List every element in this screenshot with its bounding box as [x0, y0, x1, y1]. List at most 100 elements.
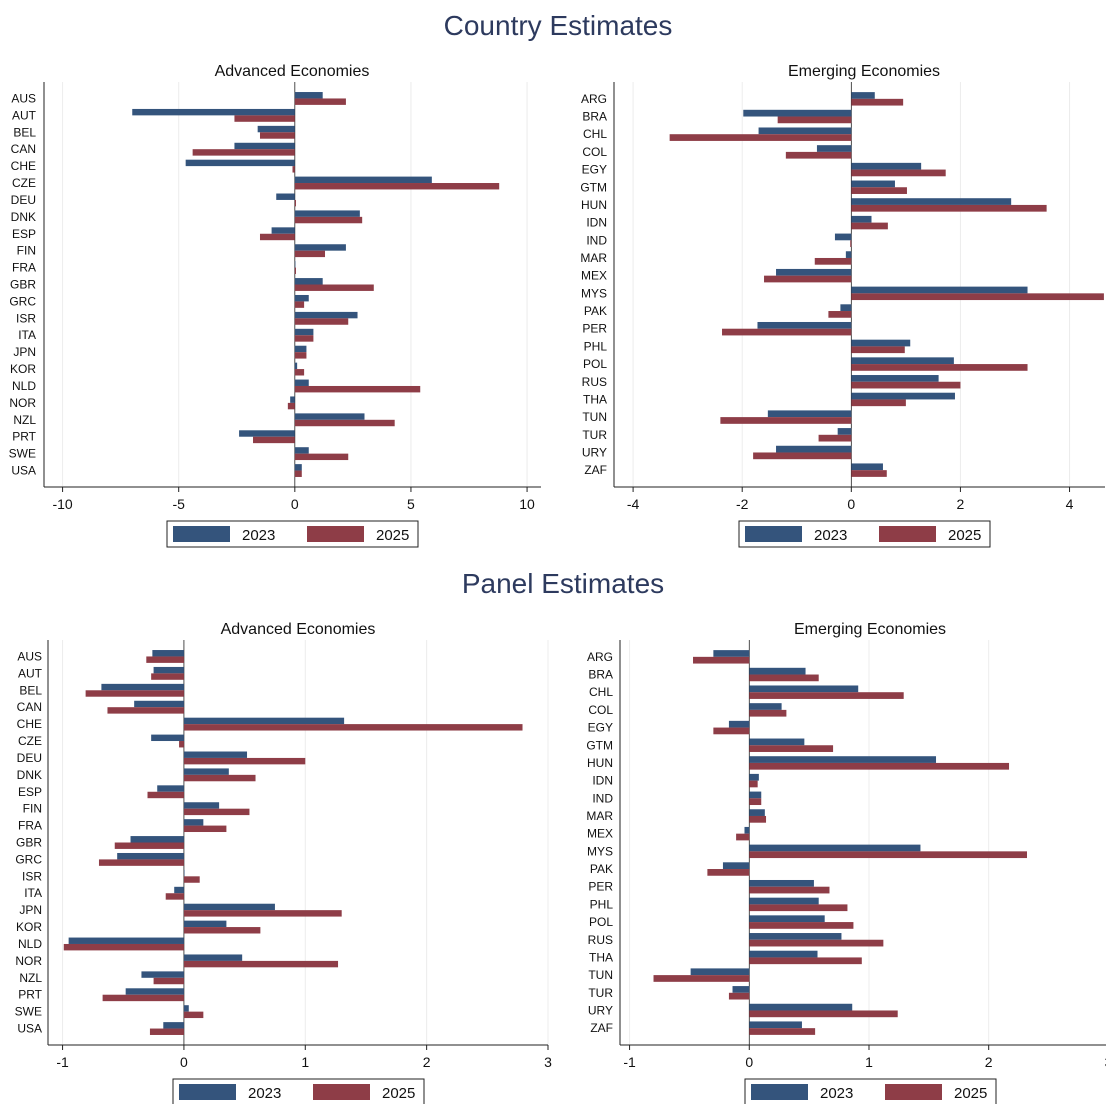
x-tick-label: 3: [544, 1054, 552, 1070]
bar-2023-bel: [101, 683, 184, 691]
legend-label-2023: 2023: [814, 527, 847, 544]
bar-2023-mex: [744, 826, 750, 834]
category-label: NLD: [12, 379, 36, 393]
bar-2023-mar: [749, 809, 765, 816]
category-label: MAR: [580, 251, 607, 265]
category-label: TUR: [588, 986, 613, 1000]
bar-2023-aut: [153, 666, 184, 674]
category-label: POL: [583, 357, 607, 371]
bar-2023-egy: [851, 162, 922, 170]
category-label: ZAF: [584, 463, 607, 477]
bar-2025-prt: [102, 994, 184, 1002]
category-label: MEX: [587, 827, 613, 841]
bar-2025-gbr: [114, 842, 184, 849]
chart-title: Advanced Economies: [215, 63, 370, 80]
x-tick-label: -1: [623, 1054, 636, 1070]
bar-2023-swe: [183, 1005, 189, 1012]
legend: 2023 2025: [744, 1078, 997, 1104]
bar-2023-ita: [294, 328, 314, 336]
bar-2023-fra: [183, 819, 204, 826]
bar-2023-ury: [776, 445, 852, 453]
category-label: PER: [582, 322, 607, 336]
bar-2025-esp: [147, 791, 184, 799]
legend: 2023 2025: [172, 1078, 425, 1104]
bar-2023-usa: [163, 1022, 184, 1029]
category-label: ISR: [16, 311, 36, 325]
bar-2023-grc: [117, 852, 184, 860]
bar-2023-mys: [749, 844, 921, 852]
panel-advanced-chart: Advanced Economies -1 0 1 2 3 AUS AUT BEL CAN CHE…: [15, 621, 552, 1104]
legend-label-2025: 2025: [376, 527, 409, 544]
bar-2023-esp: [271, 227, 295, 234]
category-label: FRA: [18, 819, 42, 833]
country-emerging-chart: Emerging Economies -4 -2 0 2 4 ARG BRA CHL COL EG…: [580, 63, 1105, 548]
category-label: DEU: [11, 193, 36, 207]
bar-2025-mex: [764, 275, 852, 283]
bar-2025-aus: [146, 656, 184, 663]
category-label: GBR: [16, 836, 42, 850]
bar-2025-bra: [777, 116, 852, 124]
category-label: GRC: [9, 294, 36, 308]
bar-2025-hun: [749, 762, 1010, 770]
bar-2023-zaf: [749, 1021, 802, 1029]
x-tick-label: -5: [172, 496, 185, 512]
category-label: PHL: [590, 897, 614, 911]
x-tick-label: 0: [291, 496, 299, 512]
category-label: URY: [582, 445, 607, 459]
bar-2025-arg: [851, 98, 904, 106]
category-label: MYS: [587, 844, 613, 858]
category-label: RUS: [588, 933, 613, 947]
bar-2023-usa: [294, 464, 302, 471]
category-label: BEL: [19, 683, 42, 697]
bar-2023-gbr: [294, 278, 323, 285]
bar-2023-aus: [294, 92, 323, 99]
category-label: CHL: [589, 685, 613, 699]
category-label: PRT: [18, 988, 42, 1002]
category-label: IDN: [592, 774, 613, 788]
category-label: MAR: [586, 809, 613, 823]
bar-2025-fra: [294, 267, 296, 275]
category-label: CZE: [12, 176, 36, 190]
bar-2025-mex: [736, 833, 750, 841]
bar-2025-deu: [294, 199, 296, 207]
bar-2025-phl: [851, 346, 905, 354]
bar-2023-hun: [749, 756, 937, 763]
category-label: PHL: [584, 339, 608, 353]
bar-2025-aus: [294, 98, 346, 105]
x-tick-label: -4: [627, 496, 640, 512]
x-tick-label: 0: [847, 496, 855, 512]
bar-2023-aus: [152, 650, 184, 657]
bar-2025-deu: [183, 757, 306, 765]
bar-2025-nor: [183, 960, 339, 968]
bar-2023-gtm: [749, 738, 805, 746]
category-label: CHE: [11, 159, 36, 173]
bar-2025-kor: [294, 369, 305, 376]
category-label: ITA: [18, 328, 36, 342]
bar-2025-tun: [653, 975, 750, 982]
bar-2025-phl: [749, 904, 848, 912]
bar-2025-ind: [850, 240, 852, 248]
bar-2023-fra: [294, 261, 296, 268]
bar-2023-can: [234, 142, 295, 150]
category-label: PER: [588, 880, 613, 894]
legend-swatch-2023: [179, 1084, 236, 1100]
bar-2023-tun: [767, 410, 852, 418]
legend-label-2025: 2025: [954, 1085, 987, 1102]
category-label: NZL: [13, 413, 36, 427]
bar-2023-col: [749, 703, 782, 710]
chart-title: Emerging Economies: [788, 63, 940, 80]
bar-2023-pol: [851, 357, 954, 365]
bar-2023-prt: [125, 988, 184, 995]
bar-2023-tur: [732, 986, 750, 993]
panel-emerging-chart: Emerging Economies -1 0 1 2 3 ARG BRA CHL COL EGY…: [586, 621, 1106, 1104]
bar-2023-tun: [690, 968, 750, 976]
category-label: JPN: [13, 345, 36, 359]
category-label: TUN: [588, 968, 613, 982]
category-label: FRA: [12, 261, 36, 275]
category-label: IND: [586, 233, 607, 247]
bar-2025-tha: [851, 399, 906, 407]
bar-2025-nzl: [294, 419, 395, 427]
bar-2025-pak: [828, 311, 852, 318]
bar-2023-che: [185, 159, 295, 167]
bar-2025-mys: [851, 293, 1104, 301]
